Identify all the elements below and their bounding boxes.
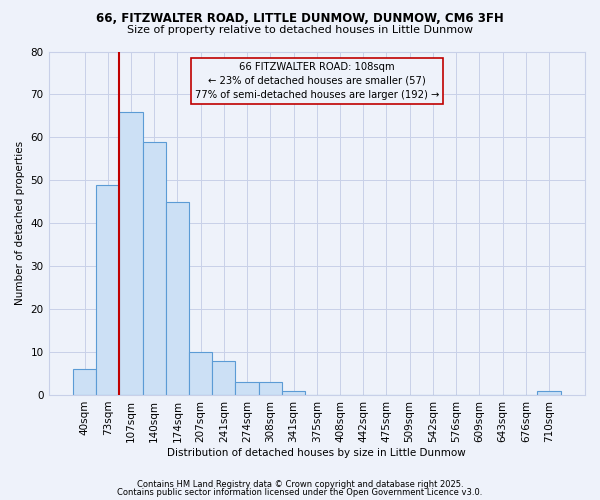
Text: Size of property relative to detached houses in Little Dunmow: Size of property relative to detached ho… (127, 25, 473, 35)
Bar (189, 352, 212, 395)
Bar (143, 142, 166, 395)
Bar (119, 112, 143, 395)
Bar (538, 390, 560, 395)
Bar (235, 382, 259, 395)
Bar (73, 369, 96, 395)
Bar (282, 390, 305, 395)
Text: 66 FITZWALTER ROAD: 108sqm
← 23% of detached houses are smaller (57)
77% of semi: 66 FITZWALTER ROAD: 108sqm ← 23% of deta… (194, 62, 439, 100)
Text: Contains HM Land Registry data © Crown copyright and database right 2025.: Contains HM Land Registry data © Crown c… (137, 480, 463, 489)
Text: Contains public sector information licensed under the Open Government Licence v3: Contains public sector information licen… (118, 488, 482, 497)
Text: 66, FITZWALTER ROAD, LITTLE DUNMOW, DUNMOW, CM6 3FH: 66, FITZWALTER ROAD, LITTLE DUNMOW, DUNM… (96, 12, 504, 26)
X-axis label: Distribution of detached houses by size in Little Dunmow: Distribution of detached houses by size … (167, 448, 466, 458)
Bar (212, 360, 235, 395)
Bar (166, 202, 189, 395)
Y-axis label: Number of detached properties: Number of detached properties (15, 141, 25, 306)
Bar (96, 184, 119, 395)
Bar (259, 382, 282, 395)
